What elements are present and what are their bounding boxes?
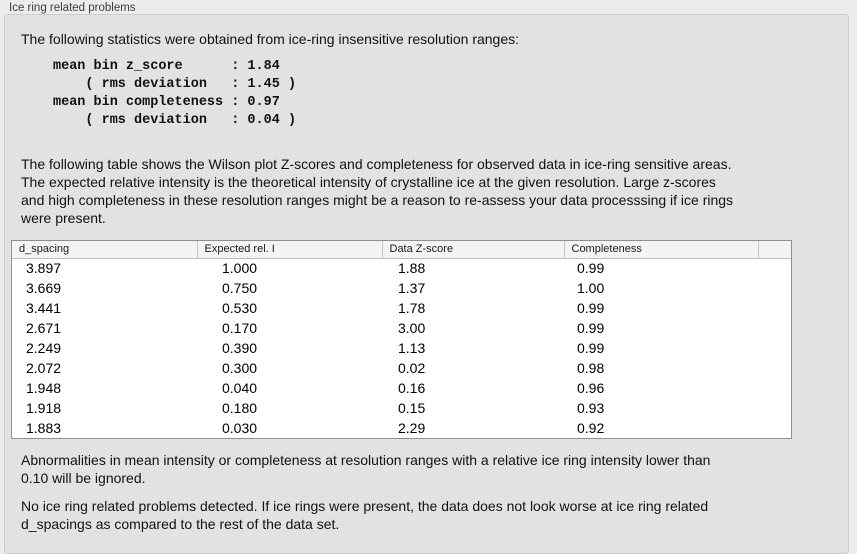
table-cell: 2.249 xyxy=(26,340,62,356)
table-cell-stub xyxy=(758,358,791,378)
table-cell: 0.040 xyxy=(222,380,258,396)
table-cell: 3.441 xyxy=(26,300,62,316)
table-cell-stub xyxy=(758,378,791,398)
table-cell: 1.13 xyxy=(398,340,426,356)
table-cell: 0.030 xyxy=(222,420,258,436)
table-row[interactable]: 2.072 0.300 0.02 0.98 xyxy=(12,358,791,378)
table-cell: 0.99 xyxy=(577,300,605,316)
table-cell: 2.671 xyxy=(26,320,62,336)
table-cell: 0.98 xyxy=(577,360,605,376)
table-row[interactable]: 3.441 0.530 1.78 0.99 xyxy=(12,298,791,318)
table-cell: 1.883 xyxy=(26,420,62,436)
table-cell: 1.78 xyxy=(398,300,426,316)
ice-ring-table[interactable]: d_spacing Expected rel. I Data Z-score Comp… xyxy=(11,240,792,439)
table-cell: 0.750 xyxy=(222,280,258,296)
table-cell: 3.897 xyxy=(26,260,62,277)
table-cell: 0.530 xyxy=(222,300,258,316)
table-cell: 2.072 xyxy=(26,360,62,376)
table-cell: 0.96 xyxy=(577,380,605,396)
table-cell: 2.29 xyxy=(398,420,426,436)
column-header[interactable]: Expected rel. I xyxy=(196,241,382,259)
table-cell-stub xyxy=(758,338,791,358)
conclusion-text: No ice ring related problems detected. I… xyxy=(21,498,709,532)
table-cell: 1.88 xyxy=(398,260,426,277)
ignore-note: Abnormalities in mean intensity or compl… xyxy=(21,452,711,486)
table-cell: 0.99 xyxy=(577,260,605,277)
table-cell: 0.300 xyxy=(222,360,258,376)
table-cell: 3.669 xyxy=(26,280,62,296)
table-cell: 3.00 xyxy=(398,320,426,336)
column-header[interactable]: Data Z-score xyxy=(381,241,564,259)
panel-title: Ice ring related problems xyxy=(9,2,136,14)
stats-block: mean bin z_score : 1.84 ( rms deviation … xyxy=(53,59,297,128)
ice-ring-panel: The following statistics were obtained f… xyxy=(4,14,849,554)
table-row[interactable]: 3.897 1.000 1.88 0.99 xyxy=(12,258,791,278)
table-cell: 0.93 xyxy=(577,400,605,416)
column-header-stub xyxy=(757,241,791,259)
table-header-row: d_spacing Expected rel. I Data Z-score Comp… xyxy=(12,241,791,259)
table-cell: 0.170 xyxy=(222,320,258,336)
table-cell: 0.390 xyxy=(222,340,258,356)
ice-ring-table-grid: d_spacing Expected rel. I Data Z-score Comp… xyxy=(12,241,791,438)
table-cell-stub xyxy=(758,278,791,298)
table-cell: 0.02 xyxy=(398,360,426,376)
table-cell-stub xyxy=(758,398,791,418)
table-description: The following table shows the Wilson plo… xyxy=(21,156,734,226)
table-cell: 0.16 xyxy=(398,380,426,396)
table-row[interactable]: 2.671 0.170 3.00 0.99 xyxy=(12,318,791,338)
table-row[interactable]: 2.249 0.390 1.13 0.99 xyxy=(12,338,791,358)
table-body: 3.897 1.000 1.88 0.99 3.669 0.750 1.37 1.00 3.44… xyxy=(12,258,791,438)
table-row[interactable]: 1.883 0.030 2.29 0.92 xyxy=(12,418,791,438)
table-cell: 1.000 xyxy=(222,260,258,277)
table-cell: 1.918 xyxy=(26,400,62,416)
table-cell-stub xyxy=(758,318,791,338)
ice-ring-report-screen: Ice ring related problems The following … xyxy=(4,2,849,554)
table-row[interactable]: 3.669 0.750 1.37 1.00 xyxy=(12,278,791,298)
table-cell: 0.99 xyxy=(577,340,605,356)
table-cell: 0.15 xyxy=(398,400,426,416)
table-cell: 0.99 xyxy=(577,320,605,336)
table-cell: 1.00 xyxy=(577,280,605,296)
table-cell: 1.37 xyxy=(398,280,426,296)
table-cell-stub xyxy=(758,298,791,318)
column-header[interactable]: Completeness xyxy=(563,241,758,259)
table-row[interactable]: 1.918 0.180 0.15 0.93 xyxy=(12,398,791,418)
intro-text: The following statistics were obtained f… xyxy=(21,31,520,47)
table-cell: 0.180 xyxy=(222,400,258,416)
table-cell: 0.92 xyxy=(577,420,605,436)
table-cell: 1.948 xyxy=(26,380,62,396)
column-header[interactable]: d_spacing xyxy=(12,241,197,259)
table-row[interactable]: 1.948 0.040 0.16 0.96 xyxy=(12,378,791,398)
table-cell-stub xyxy=(758,258,791,278)
table-cell-stub xyxy=(758,418,791,438)
